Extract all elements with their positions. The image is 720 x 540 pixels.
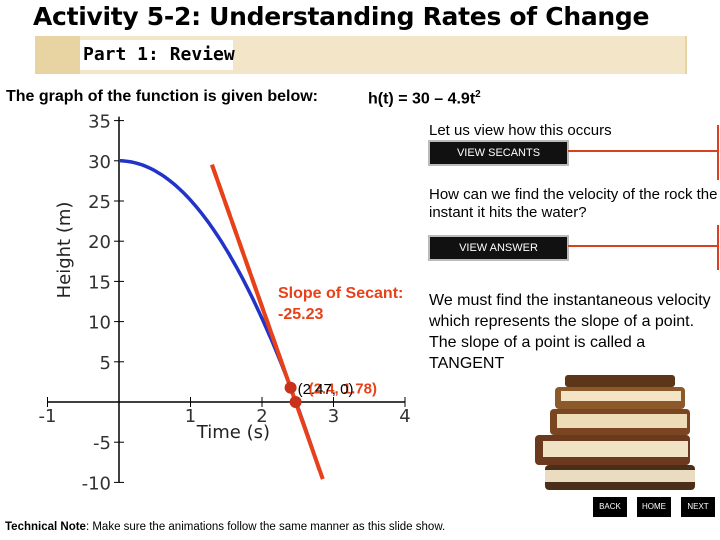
y-tick-label: 35 [88, 112, 111, 133]
function-exponent: 2 [475, 89, 481, 100]
y-tick-label: 20 [88, 232, 111, 253]
y-tick-label: -10 [82, 473, 111, 494]
pointer-arrows [568, 125, 719, 270]
x-axis-label: Time (s) [196, 422, 270, 443]
view-secants-button[interactable]: VIEW SECANTS [428, 140, 569, 166]
x-tick-label: 3 [328, 406, 339, 427]
technical-note-text: : Make sure the animations follow the sa… [85, 521, 446, 533]
y-tick-label: 25 [88, 192, 111, 213]
height-time-chart: 35 30 25 20 15 10 5 -5 -10 -1 1 2 3 4 Time (s) Height (… [39, 112, 411, 495]
section-title: Part 1: Review [80, 40, 235, 70]
next-button[interactable]: NEXT [681, 497, 715, 517]
data-point [284, 381, 297, 394]
y-tick-label: -5 [93, 433, 111, 454]
intro-text: The graph of the function is given below… [6, 88, 318, 105]
velocity-question: How can we find the velocity of the rock… [429, 186, 718, 221]
header-band-edge [685, 36, 687, 74]
function-formula: h(t) = 30 – 4.9t2 [368, 89, 481, 108]
x-tick-label: 1 [185, 406, 196, 427]
y-tick-label: 5 [100, 353, 111, 374]
back-button[interactable]: BACK [593, 497, 627, 517]
y-axis-label: Height (m) [54, 202, 75, 299]
header-band-accent [35, 36, 80, 74]
point-label: (2.4, 1.78) [309, 381, 377, 398]
secant-trace [210, 164, 286, 369]
y-tick-label: 30 [88, 152, 111, 173]
home-button[interactable]: HOME [637, 497, 671, 517]
book-stack [535, 375, 695, 490]
secant-slope-value: -25.23 [278, 306, 323, 323]
secant-slope-label: Slope of Secant: [278, 285, 403, 302]
page-title: Activity 5-2: Understanding Rates of Cha… [33, 2, 650, 31]
view-secants-prompt: Let us view how this occurs [429, 122, 612, 139]
technical-note: Technical Note: Make sure the animations… [5, 521, 445, 533]
view-answer-button[interactable]: VIEW ANSWER [428, 235, 569, 261]
y-tick-label: 10 [88, 313, 111, 334]
books-image [535, 375, 695, 490]
answer-text: We must find the instantaneous velocity … [429, 292, 711, 372]
x-tick-label: -1 [39, 406, 57, 427]
data-point [289, 396, 302, 408]
function-text: h(t) = 30 – 4.9t [368, 90, 476, 108]
technical-note-label: Technical Note [5, 521, 86, 533]
point-label: (2.47, 0) [298, 381, 354, 398]
x-tick-label: 2 [256, 406, 267, 427]
y-tick-label: 15 [88, 272, 111, 293]
x-tick-label: 4 [399, 406, 410, 427]
